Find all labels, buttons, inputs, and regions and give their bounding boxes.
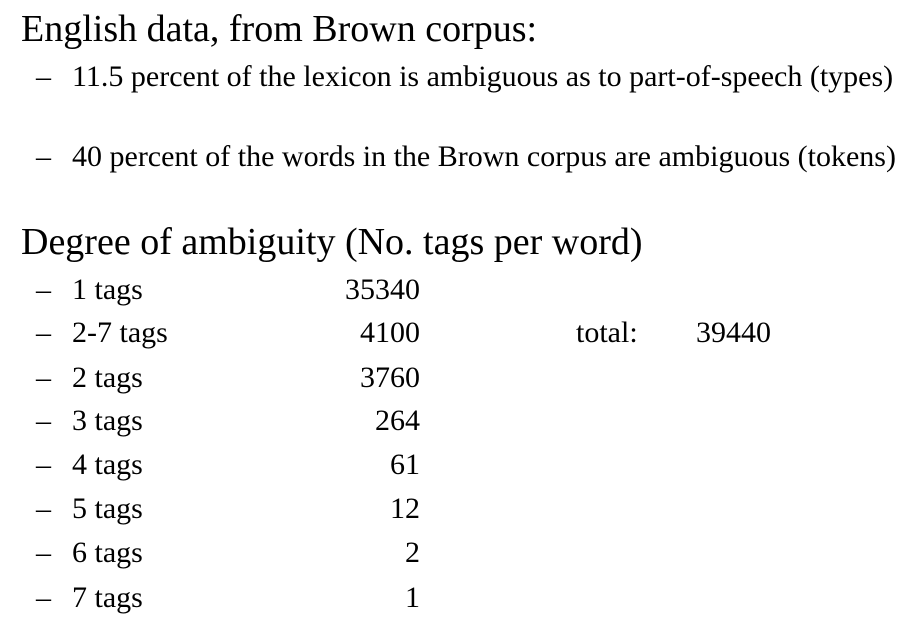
total-value: 39440: [696, 316, 771, 349]
bullet-dash: –: [36, 536, 51, 569]
bullet-dash: –: [36, 492, 51, 525]
table-row: – 6 tags 2: [0, 533, 922, 573]
row-count: 264: [375, 404, 420, 437]
table-row: – 7 tags 1: [0, 578, 922, 618]
bullet-dash: –: [36, 273, 51, 306]
bullet-corpus-tokens: 40 percent of the words in the Brown cor…: [72, 140, 896, 173]
row-count: 2: [405, 536, 420, 569]
total-label: total:: [576, 316, 638, 349]
row-count: 3760: [360, 361, 420, 394]
row-label: 6 tags: [72, 536, 143, 569]
row-label: 2 tags: [72, 361, 143, 394]
row-label: 3 tags: [72, 404, 143, 437]
row-count: 4100: [360, 316, 420, 349]
row-label: 4 tags: [72, 448, 143, 481]
table-row: – 5 tags 12: [0, 489, 922, 529]
bullet-dash: –: [36, 448, 51, 481]
bullet-dash: –: [36, 581, 51, 614]
bullet-lexicon-types: 11.5 percent of the lexicon is ambiguous…: [72, 60, 894, 93]
heading-degree-of-ambiguity: Degree of ambiguity (No. tags per word): [21, 221, 643, 263]
bullet-dash: –: [36, 60, 51, 93]
bullet-dash: –: [36, 316, 51, 349]
bullet-dash: –: [36, 140, 51, 173]
table-row: – 1 tags 35340: [0, 270, 922, 310]
row-count: 12: [390, 492, 420, 525]
row-label: 7 tags: [72, 581, 143, 614]
table-row: – 2-7 tags 4100 total: 39440: [0, 313, 922, 353]
row-count: 1: [405, 581, 420, 614]
row-label: 5 tags: [72, 492, 143, 525]
bullet-dash: –: [36, 361, 51, 394]
table-row: – 2 tags 3760: [0, 358, 922, 398]
row-label: 2-7 tags: [72, 316, 168, 349]
heading-brown-corpus: English data, from Brown corpus:: [21, 8, 538, 50]
table-row: – 3 tags 264: [0, 401, 922, 441]
row-label: 1 tags: [72, 273, 143, 306]
bullet-dash: –: [36, 404, 51, 437]
table-row: – 4 tags 61: [0, 445, 922, 485]
row-count: 35340: [345, 273, 420, 306]
row-count: 61: [390, 448, 420, 481]
